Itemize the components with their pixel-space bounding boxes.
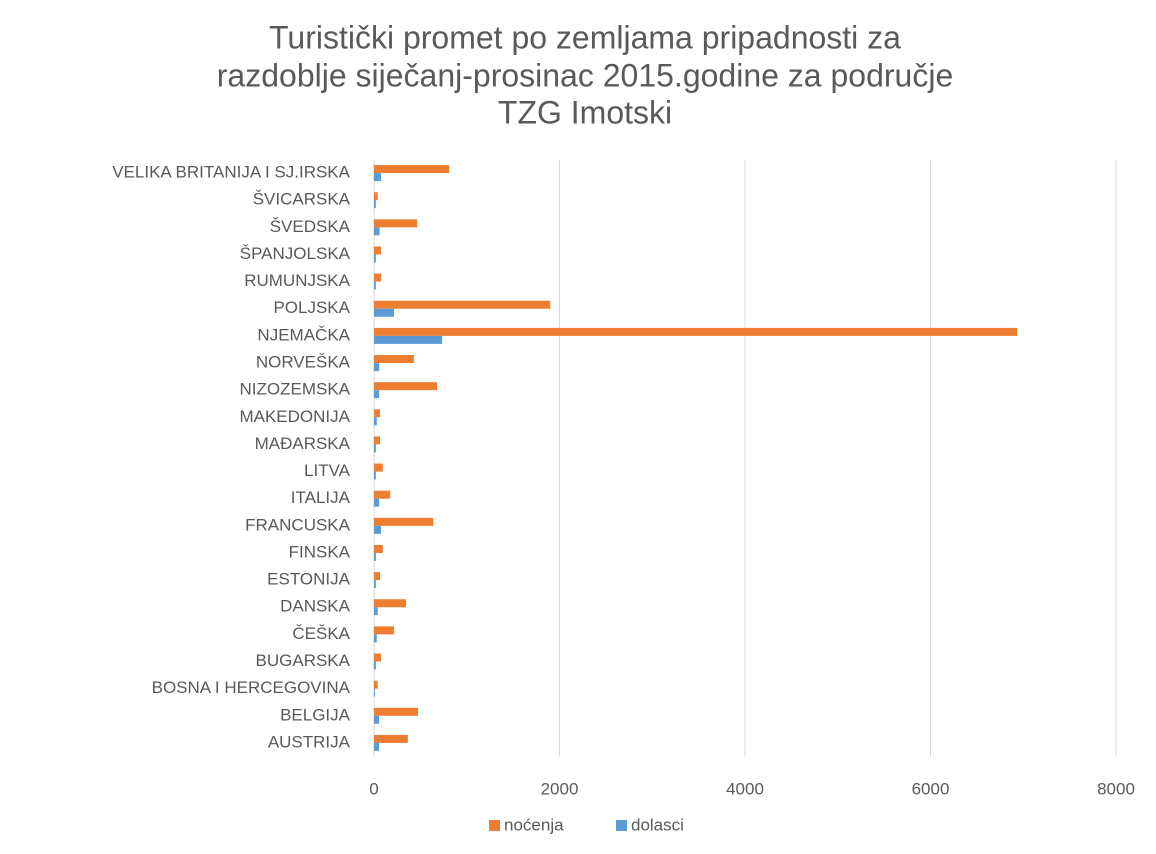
- bar: [374, 273, 381, 282]
- bar: [374, 192, 378, 201]
- bar: [374, 327, 1018, 336]
- bar: [374, 355, 414, 364]
- bar: [374, 409, 381, 418]
- bar: [374, 715, 380, 724]
- bar: [374, 490, 391, 499]
- y-tick-label: BELGIJA: [280, 705, 351, 724]
- bar: [374, 607, 378, 616]
- bar: [374, 626, 394, 635]
- y-tick-label: ŠPANJOLSKA: [240, 244, 351, 263]
- y-tick-label: LITVA: [304, 461, 351, 480]
- bar: [374, 436, 381, 445]
- y-tick-label: FINSKA: [289, 542, 351, 561]
- bar: [374, 498, 380, 507]
- x-tick-label: 8000: [1097, 779, 1135, 798]
- y-tick-label: NJEMAČKA: [257, 325, 350, 344]
- bar: [374, 661, 376, 670]
- bar: [374, 308, 394, 317]
- legend-swatch: [489, 820, 500, 831]
- bar: [374, 219, 418, 228]
- bar: [374, 165, 450, 174]
- bar: [374, 707, 419, 716]
- y-tick-label: NIZOZEMSKA: [239, 380, 350, 399]
- legend-label: dolasci: [631, 815, 684, 834]
- bar: [374, 471, 376, 480]
- x-tick-label: 0: [369, 779, 378, 798]
- y-tick-label: ČEŠKA: [292, 624, 350, 643]
- y-tick-label: ESTONIJA: [267, 570, 350, 589]
- bar: [374, 200, 376, 209]
- y-tick-label: VELIKA BRITANIJA I SJ.IRSKA: [112, 163, 350, 182]
- bar: [374, 552, 376, 561]
- y-tick-label: ŠVEDSKA: [270, 217, 351, 236]
- y-tick-label: BUGARSKA: [256, 651, 351, 670]
- bar: [374, 634, 377, 643]
- y-tick-label: POLJSKA: [273, 298, 350, 317]
- bar: [374, 680, 378, 689]
- bar: [374, 227, 380, 236]
- y-tick-label: NORVEŠKA: [256, 353, 351, 372]
- bar: [374, 382, 438, 391]
- bar: [374, 572, 381, 581]
- bar: [374, 580, 376, 589]
- x-tick-label: 4000: [726, 779, 764, 798]
- bar: [374, 742, 380, 751]
- legend-label: noćenja: [504, 815, 564, 834]
- y-tick-label: AUSTRIJA: [268, 732, 351, 751]
- x-tick-label: 6000: [912, 779, 950, 798]
- y-tick-label: FRANCUSKA: [245, 515, 351, 534]
- bar: [374, 335, 443, 344]
- bar: [374, 246, 381, 255]
- bar: [374, 544, 383, 553]
- y-tick-label: MAKEDONIJA: [239, 407, 350, 426]
- bar: [374, 173, 381, 182]
- y-tick-label: ŠVICARSKA: [253, 190, 351, 209]
- bar: [374, 254, 376, 263]
- bar: [374, 463, 383, 472]
- y-tick-label: DANSKA: [280, 597, 351, 616]
- y-tick-label: ITALIJA: [291, 488, 351, 507]
- bar: [374, 390, 380, 399]
- y-tick-label: BOSNA I HERCEGOVINA: [152, 678, 351, 697]
- bar: [374, 734, 408, 743]
- x-tick-label: 2000: [541, 779, 579, 798]
- bar: [374, 688, 375, 697]
- bar: [374, 363, 380, 372]
- bar: [374, 525, 381, 534]
- bar: [374, 417, 377, 426]
- bar: [374, 517, 434, 526]
- y-tick-label: MAĐARSKA: [255, 434, 351, 453]
- bar: [374, 599, 406, 608]
- bar: [374, 653, 381, 662]
- y-tick-label: RUMUNJSKA: [244, 271, 350, 290]
- bar: [374, 281, 376, 290]
- chart-title: razdoblje siječanj-prosinac 2015.godine …: [217, 57, 953, 93]
- chart-title: Turistički promet po zemljama pripadnost…: [269, 19, 901, 55]
- legend-swatch: [616, 820, 627, 831]
- bar: [374, 300, 551, 309]
- bar: [374, 444, 376, 453]
- chart-title: TZG Imotski: [498, 94, 672, 130]
